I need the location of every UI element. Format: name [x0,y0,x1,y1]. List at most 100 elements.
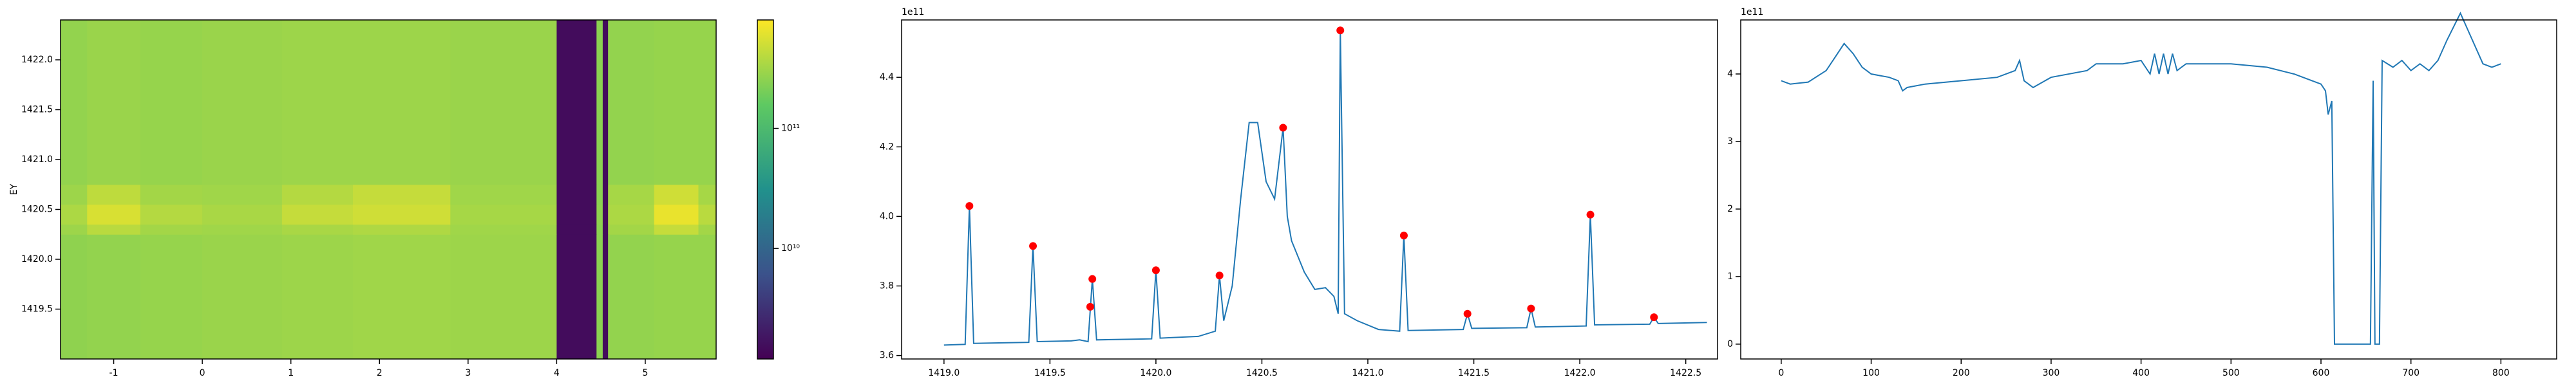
peak-marker [1336,26,1345,35]
y-tick-label: 3.6 [880,351,894,361]
heatmap-cell [602,204,609,225]
heatmap-cell [281,184,354,205]
heatmap-cell [202,20,283,185]
heatmap-cell [608,184,655,205]
heatmap-cell [61,20,88,185]
heatmap-cell [61,184,88,205]
heatmap-cell [87,224,141,235]
heatmap-cell [602,224,609,235]
axis-offset-label: 1e11 [902,7,924,17]
x-tick-label: 300 [2043,368,2060,378]
x-tick-label: 4 [554,368,560,378]
y-tick-label: 1 [1727,271,1733,282]
data-line [1781,12,2501,345]
y-axis-label: EY [9,183,19,195]
heatmap-cell [450,20,557,185]
heatmap-cell [61,204,88,225]
x-tick-label: 0 [1778,368,1784,378]
x-tick-label: 800 [2492,368,2510,378]
heatmap-cell [281,204,354,225]
heatmap-cell [87,204,141,225]
axis-offset-label: 1e11 [1741,7,1763,17]
colorbar-tick-label: 10¹¹ [781,124,800,134]
axes-frame [60,19,717,360]
heatmap-cell [602,20,609,185]
heatmap-cell [352,184,451,205]
y-tick-label: 2 [1727,204,1733,214]
heatmap-cell [698,20,717,185]
y-tick-label: 1420.5 [21,205,53,215]
heatmap-cell [698,224,717,235]
x-tick-label: -1 [109,368,118,378]
peak-marker [965,202,974,210]
heatmap-cell [140,20,203,185]
heatmap-cell [608,20,655,185]
x-tick-label: 1419.5 [1034,368,1066,378]
heatmap-cell [608,224,655,235]
data-line [943,30,1707,346]
heatmap-cell [698,204,717,225]
y-tick-label: 3.8 [880,280,894,291]
heatmap-cell [698,184,717,205]
y-tick-label: 1419.5 [21,304,53,315]
peak-marker [1463,309,1472,318]
x-tick-label: 700 [2402,368,2420,378]
x-tick-label: 100 [1862,368,1880,378]
y-tick-label: 4.2 [880,142,894,152]
x-tick-label: 500 [2222,368,2240,378]
heatmap-cell [281,224,354,235]
x-tick-label: 200 [1953,368,1970,378]
heatmap-cell [61,234,88,360]
heatmap-cell [556,224,597,235]
x-tick-label: 2 [377,368,383,378]
heatmap-cell [556,20,597,185]
heatmap-cell [281,234,354,360]
x-tick-label: 1420.5 [1246,368,1278,378]
heatmap-cell [352,204,451,225]
heatmap-cell [556,204,597,225]
heatmap-cell [450,234,557,360]
peak-marker [1527,304,1535,313]
axes-frame [1740,19,2557,360]
heatmap-cell [608,234,655,360]
heatmap-cell [654,224,699,235]
x-tick-label: 1421.0 [1352,368,1384,378]
heatmap-cell [352,20,451,185]
heatmap-cell [202,234,283,360]
heatmap-cell [352,234,451,360]
heatmap-cell [602,184,609,205]
heatmap-cell [450,184,557,205]
x-tick-label: 1421.5 [1458,368,1490,378]
x-tick-label: 0 [200,368,205,378]
x-tick-label: 1 [288,368,294,378]
heatmap [61,20,717,360]
axes-frame [901,19,1718,360]
colorbar-tick-label: 10¹⁰ [781,243,800,253]
peak-marker [1650,313,1658,322]
heatmap-cell [202,204,283,225]
heatmap-cell [140,204,203,225]
heatmap-cell [654,204,699,225]
heatmap-cell [654,234,699,360]
x-tick-label: 1422.0 [1564,368,1596,378]
heatmap-cell [596,224,603,235]
x-tick-label: 5 [642,368,648,378]
heatmap-cell [608,204,655,225]
heatmap-cell [87,20,141,185]
y-tick-label: 1421.0 [21,154,53,165]
heatmap-cell [140,184,203,205]
x-tick-label: 3 [465,368,471,378]
y-tick-label: 4 [1727,69,1733,79]
heatmap-cell [87,184,141,205]
x-tick-label: 400 [2132,368,2150,378]
heatmap-cell [556,234,597,360]
heatmap-cell [202,184,283,205]
heatmap-cell [140,234,203,360]
peak-marker [1029,242,1037,250]
y-tick-label: 4.0 [880,211,894,221]
heatmap-cell [352,224,451,235]
heatmap-cell [61,224,88,235]
y-tick-label: 4.4 [880,72,894,82]
y-tick-label: 1422.0 [21,55,53,65]
